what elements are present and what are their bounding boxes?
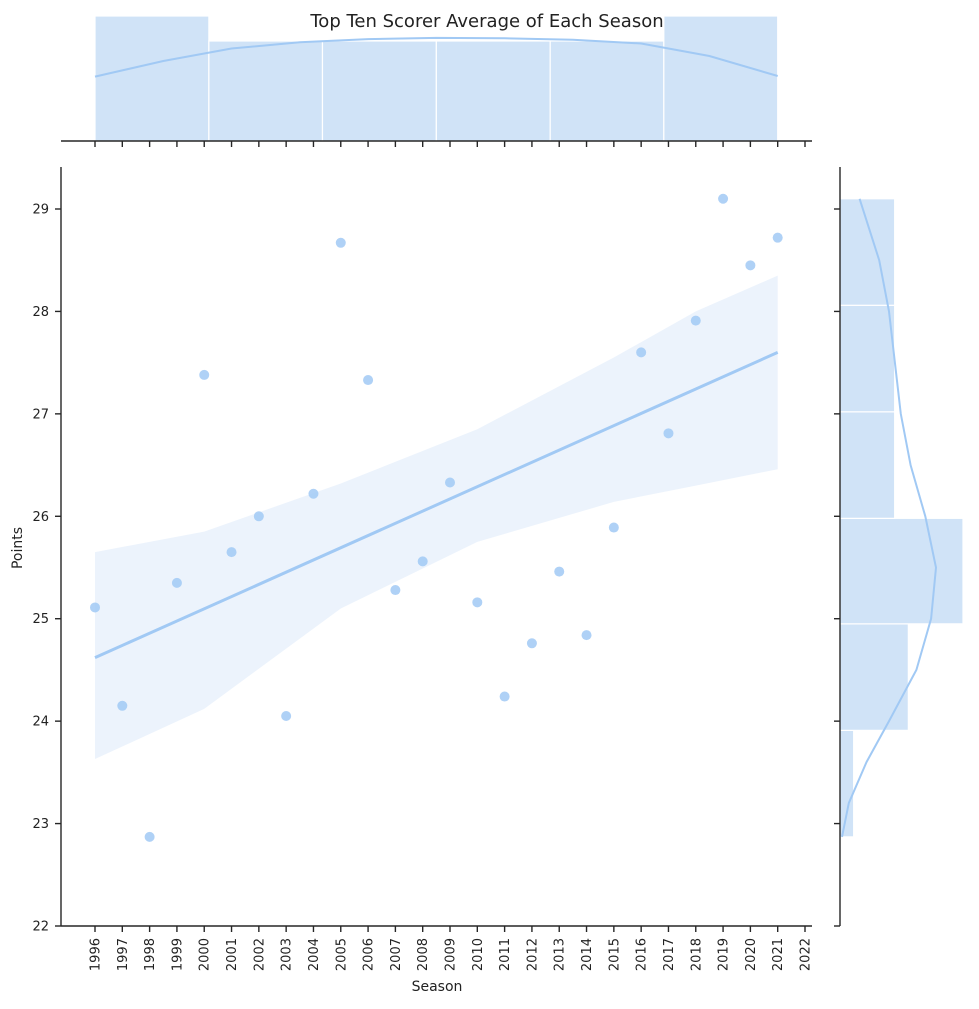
- scatter-point-2021: [772, 232, 783, 243]
- top-kde-curve: [94, 36, 778, 78]
- x-tick-label-2013: 2013: [553, 938, 568, 971]
- scatter-point-2003: [281, 711, 292, 722]
- scatter-point-2001: [226, 547, 237, 558]
- scatter-point-2000: [199, 369, 210, 380]
- top-hist-bar-3: [435, 40, 551, 142]
- scatter-point-2009: [445, 477, 455, 488]
- scatter-point-2013: [554, 566, 565, 577]
- scatter-point-1999: [171, 577, 182, 588]
- regression-line: [94, 351, 779, 660]
- x-tick-label-1999: 1999: [170, 938, 185, 971]
- scatter-point-2008: [417, 556, 428, 567]
- x-tick-label-2014: 2014: [580, 938, 595, 971]
- right-hist-bar-1: [839, 623, 909, 731]
- scatter-point-2016: [636, 347, 647, 358]
- top-marginal-histogram: [61, 15, 812, 147]
- scatter-point-2012: [526, 638, 537, 649]
- scatter-point-2010: [472, 597, 483, 608]
- x-tick-label-2009: 2009: [444, 938, 459, 971]
- x-tick-label-2015: 2015: [607, 938, 622, 971]
- y-tick-label-29: 29: [32, 203, 49, 218]
- y-tick-label-27: 27: [32, 407, 49, 422]
- x-tick-label-2006: 2006: [362, 938, 377, 971]
- y-tick-label-25: 25: [32, 612, 49, 627]
- scatter-point-1998: [144, 831, 155, 842]
- x-tick-label-2017: 2017: [662, 938, 677, 971]
- confidence-band: [95, 275, 778, 759]
- scatter-point-2004: [308, 488, 319, 499]
- x-tick-label-2022: 2022: [799, 938, 814, 971]
- x-tick-label-2007: 2007: [389, 938, 404, 971]
- x-tick-label-1998: 1998: [143, 938, 158, 971]
- axes: 22 23 24 25 26 27 28 29 1996 1997 1998 1999 2000 2001…: [32, 167, 814, 971]
- x-tick-label-2019: 2019: [717, 938, 732, 971]
- x-tick-label-2010: 2010: [471, 938, 486, 971]
- top-hist-bar-0: [94, 15, 210, 142]
- scatter-point-2006: [363, 375, 374, 386]
- y-tick-label-26: 26: [32, 510, 49, 525]
- scatter-point-2020: [745, 260, 756, 271]
- top-hist-bar-4: [549, 40, 665, 142]
- x-tick-label-2011: 2011: [498, 938, 513, 971]
- x-tick-label-1996: 1996: [89, 938, 104, 971]
- top-hist-bar-5: [663, 15, 779, 142]
- x-tick-label-2003: 2003: [280, 938, 295, 971]
- right-hist-bar-2: [839, 517, 964, 625]
- right-marginal-histogram: [834, 167, 964, 927]
- scatter-point-2014: [581, 630, 592, 641]
- x-tick-label-2012: 2012: [525, 938, 540, 971]
- scatter-point-2017: [663, 428, 674, 439]
- y-axis-label: Points: [10, 527, 26, 569]
- y-tick-label-23: 23: [32, 817, 49, 832]
- x-tick-label-2002: 2002: [252, 938, 267, 971]
- scatter-point-2018: [690, 315, 701, 326]
- right-hist-bar-3: [839, 411, 896, 519]
- chart-title: Top Ten Scorer Average of Each Season: [309, 11, 663, 32]
- main-scatter-plot: [90, 193, 783, 842]
- x-tick-label-2018: 2018: [689, 938, 704, 971]
- scatter-point-2015: [608, 522, 619, 533]
- x-tick-label-2016: 2016: [635, 938, 650, 971]
- scatter-point-1996: [90, 602, 100, 613]
- right-kde-curve: [841, 198, 938, 838]
- right-hist-bar-5: [839, 198, 896, 306]
- scatter-point-2002: [253, 511, 264, 522]
- scatter-point-2011: [499, 691, 510, 702]
- x-tick-label-2000: 2000: [198, 938, 213, 971]
- top-hist-bar-2: [321, 40, 437, 142]
- right-hist-bar-0: [839, 729, 855, 838]
- x-axis-label: Season: [412, 979, 463, 995]
- top-hist-bar-1: [208, 40, 324, 142]
- y-tick-label-22: 22: [32, 920, 49, 935]
- x-tick-label-2020: 2020: [744, 938, 759, 971]
- scatter-point-2007: [390, 585, 401, 596]
- x-tick-label-2021: 2021: [771, 938, 786, 971]
- y-tick-label-28: 28: [32, 305, 49, 320]
- scatter-point-2005: [335, 237, 346, 248]
- x-tick-label-2005: 2005: [334, 938, 349, 971]
- x-tick-label-2004: 2004: [307, 938, 322, 971]
- scatter-point-1997: [117, 700, 128, 711]
- x-tick-label-1997: 1997: [116, 938, 131, 971]
- x-tick-label-2008: 2008: [416, 938, 431, 971]
- right-hist-bar-4: [839, 304, 896, 413]
- scatter-point-2019: [718, 193, 729, 204]
- x-tick-label-2001: 2001: [225, 938, 240, 971]
- y-tick-label-24: 24: [32, 715, 49, 730]
